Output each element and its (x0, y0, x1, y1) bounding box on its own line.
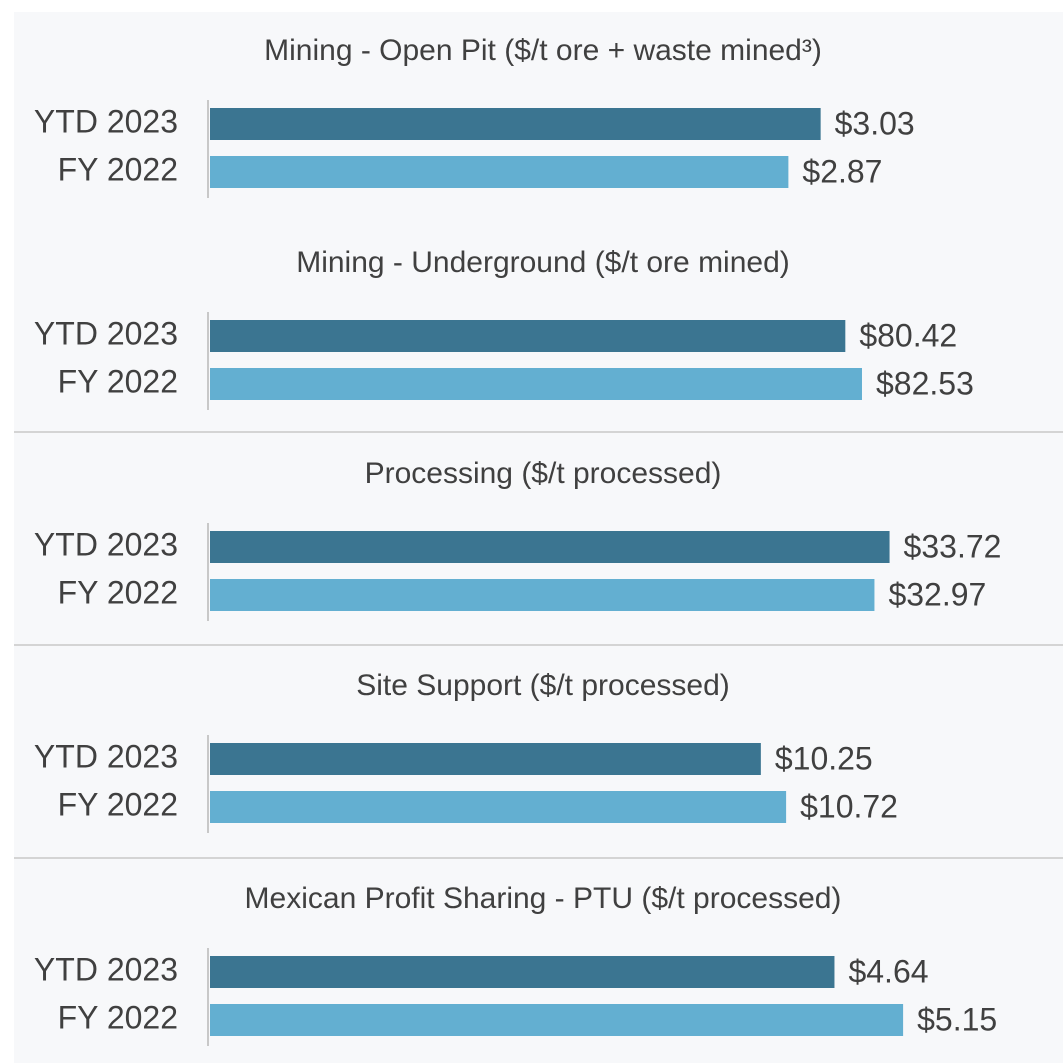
chart-title: Mining - Open Pit ($/t ore + waste mined… (264, 34, 822, 67)
bar (210, 579, 875, 611)
value-label: $3.03 (835, 105, 915, 141)
category-label: YTD 2023 (34, 315, 178, 351)
chart-title: Processing ($/t processed) (365, 457, 722, 490)
category-label: FY 2022 (58, 786, 178, 822)
value-label: $33.72 (904, 528, 1002, 564)
bar (210, 531, 890, 563)
value-label: $2.87 (802, 153, 882, 189)
value-label: $82.53 (876, 365, 974, 401)
chart-title: Mining - Underground ($/t ore mined) (296, 246, 790, 279)
category-label: FY 2022 (58, 363, 178, 399)
chart-title: Mexican Profit Sharing - PTU ($/t proces… (245, 882, 842, 915)
bar (210, 791, 787, 823)
bar (210, 956, 835, 988)
value-label: $4.64 (848, 953, 928, 989)
value-label: $80.42 (859, 317, 957, 353)
category-label: YTD 2023 (34, 526, 178, 562)
value-label: $5.15 (917, 1001, 997, 1037)
category-label: FY 2022 (58, 574, 178, 610)
category-label: YTD 2023 (34, 103, 178, 139)
value-label: $10.25 (775, 740, 873, 776)
bar (210, 368, 862, 400)
category-label: YTD 2023 (34, 951, 178, 987)
category-label: FY 2022 (58, 151, 178, 187)
bar (210, 108, 821, 140)
chart-title: Site Support ($/t processed) (356, 669, 730, 702)
bar (210, 156, 789, 188)
category-label: YTD 2023 (34, 738, 178, 774)
bar (210, 320, 846, 352)
bar (210, 1004, 904, 1036)
bar (210, 743, 761, 775)
value-label: $32.97 (888, 576, 986, 612)
category-label: FY 2022 (58, 999, 178, 1035)
value-label: $10.72 (800, 788, 898, 824)
